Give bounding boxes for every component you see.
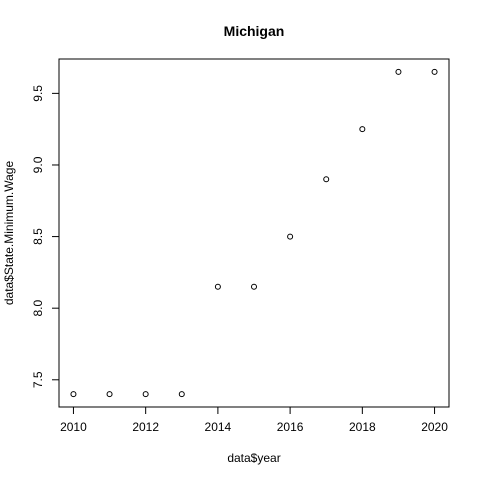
data-point (395, 68, 402, 75)
data-point (251, 283, 257, 290)
chart-title: Michigan (224, 23, 285, 39)
plot-frame (58, 58, 450, 408)
x-tick-label: 2012 (132, 420, 159, 434)
y-tick-label: 9.5 (31, 85, 45, 102)
y-axis: 7.5 8.0 8.5 9.0 9.5 (31, 85, 60, 388)
data-point (287, 233, 294, 240)
data-point (359, 126, 366, 133)
x-tick-label: 2014 (205, 420, 232, 434)
x-axis: 2010 2012 2014 2016 2018 2020 (60, 406, 448, 434)
data-point (214, 283, 221, 290)
data-point (323, 176, 330, 183)
data-point (142, 391, 149, 398)
y-tick-label: 8.5 (31, 228, 45, 245)
x-tick-label: 2018 (349, 420, 376, 434)
x-tick-label: 2010 (60, 420, 87, 434)
x-tick-label: 2016 (277, 420, 304, 434)
x-tick-label: 2020 (421, 420, 448, 434)
data-point (106, 391, 113, 398)
y-tick-label: 7.5 (31, 371, 45, 388)
data-point (70, 391, 77, 398)
y-axis-label: data$State.Minimum.Wage (2, 161, 16, 306)
y-tick-label: 8.0 (31, 300, 45, 317)
y-tick-label: 9.0 (31, 156, 45, 173)
data-point (178, 391, 185, 398)
data-points (70, 68, 438, 398)
data-point (431, 68, 438, 75)
x-axis-label: data$year (227, 451, 280, 465)
